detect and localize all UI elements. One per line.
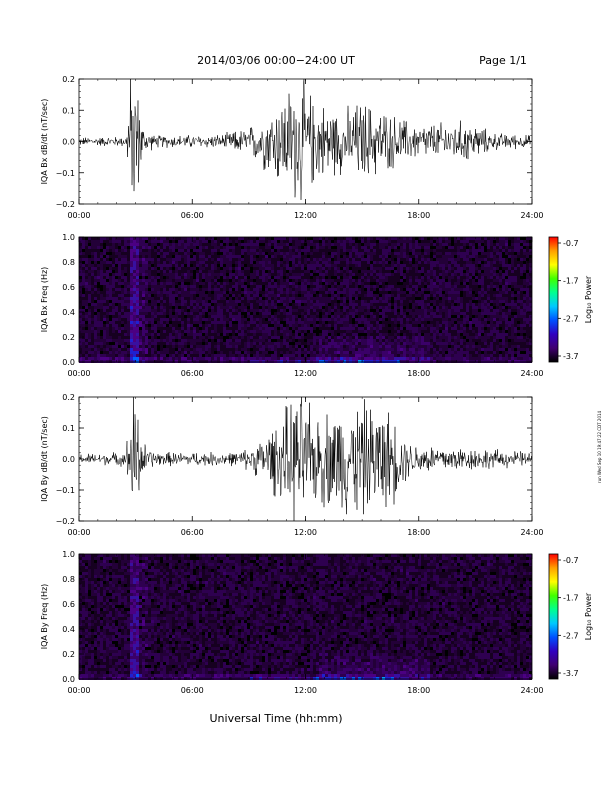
x-axis-label: Universal Time (hh:mm): [210, 712, 343, 725]
x-tick-label: 18:00: [407, 528, 430, 537]
x-tick-label: 12:00: [294, 369, 317, 378]
panels: 0.2 0.1 0.0 −0.1 −0.2 00:00 06:00 12:00 18:00 24:…: [40, 75, 593, 695]
x-tick-label: 06:00: [181, 528, 204, 537]
colorbar-tick-label: -1.7: [563, 277, 579, 286]
y-tick-label: 0.2: [62, 393, 75, 402]
x-tick-label: 18:00: [407, 211, 430, 220]
y-tick-label: 0.8: [62, 258, 75, 267]
x-tick-label: 00:00: [67, 528, 90, 537]
y-axis-label: IQA By dB/dt (nT/sec): [40, 416, 49, 502]
x-tick-label: 06:00: [181, 686, 204, 695]
trace-line: [78, 396, 533, 522]
figure-title: 2014/03/06 00:00−24:00 UT: [197, 54, 355, 67]
y-tick-label: 0.2: [62, 650, 75, 659]
x-tick-label: 06:00: [181, 369, 204, 378]
trace-line: [78, 78, 533, 200]
x-tick-label: 00:00: [67, 211, 90, 220]
panel-2: -0.7 -1.7 -2.7 -3.7 Log₁₀ Power 1.0 0.8 0.6 0.4 0…: [40, 233, 593, 378]
colorbar-tick-label: -1.7: [563, 594, 579, 603]
y-tick-label: 0.6: [62, 600, 75, 609]
x-tick-label: 24:00: [520, 369, 543, 378]
panel-1: 0.2 0.1 0.0 −0.1 −0.2 00:00 06:00 12:00 18:00 24:…: [40, 75, 544, 220]
y-tick-label: 1.0: [62, 550, 75, 559]
plot-frame: [78, 396, 533, 522]
trace-1: [78, 78, 533, 200]
spectrogram-2: [79, 237, 532, 363]
y-tick-label: 0.1: [62, 424, 75, 433]
x-tick-label: 18:00: [407, 686, 430, 695]
panel-4: -0.7 -1.7 -2.7 -3.7 Log₁₀ Power 1.0 0.8 0.6 0.4 0…: [40, 550, 593, 695]
colorbar-tick-label: -0.7: [563, 556, 579, 565]
y-axis-label: IQA Bx dB/dt (nT/sec): [40, 99, 49, 185]
x-tick-label: 24:00: [520, 686, 543, 695]
y-tick-label: −0.1: [56, 486, 75, 495]
y-tick-label: 0.8: [62, 575, 75, 584]
y-axis-label: IQA By Freq (Hz): [40, 584, 49, 650]
run-stamp: run Wed Sep 10 19:47:22 CDT 2014: [597, 410, 602, 483]
x-tick-label: 06:00: [181, 211, 204, 220]
y-tick-label: 0.0: [62, 358, 75, 367]
x-tick-label: 00:00: [67, 686, 90, 695]
colorbar-label: Log₁₀ Power: [584, 275, 593, 323]
y-tick-label: 0.4: [62, 625, 75, 634]
x-tick-label: 12:00: [294, 211, 317, 220]
colorbar-tick-label: -2.7: [563, 314, 579, 323]
y-tick-label: 0.0: [62, 455, 75, 464]
x-tick-label: 24:00: [520, 211, 543, 220]
colorbar-4: -0.7 -1.7 -2.7 -3.7 Log₁₀ Power: [548, 553, 593, 680]
y-tick-label: −0.2: [56, 517, 75, 526]
y-tick-label: 0.2: [62, 333, 75, 342]
y-axis-label: IQA Bx Freq (Hz): [40, 267, 49, 333]
x-tick-label: 12:00: [294, 528, 317, 537]
colorbar-tick-label: -2.7: [563, 631, 579, 640]
y-tick-label: 0.4: [62, 308, 75, 317]
colorbar-tick-label: -3.7: [563, 352, 579, 361]
x-tick-label: 12:00: [294, 686, 317, 695]
spectrogram-4: [79, 554, 532, 680]
colorbar-tick-label: -3.7: [563, 669, 579, 678]
trace-3: [78, 396, 533, 522]
y-tick-label: 0.6: [62, 283, 75, 292]
y-tick-label: 1.0: [62, 233, 75, 242]
panel-3: 0.2 0.1 0.0 −0.1 −0.2 00:00 06:00 12:00 18:00 24:…: [40, 393, 544, 537]
colorbar-2: -0.7 -1.7 -2.7 -3.7 Log₁₀ Power: [548, 236, 593, 363]
y-tick-label: −0.1: [56, 169, 75, 178]
x-tick-label: 00:00: [67, 369, 90, 378]
y-tick-label: −0.2: [56, 200, 75, 209]
colorbar-tick-label: -0.7: [563, 239, 579, 248]
y-tick-label: 0.0: [62, 675, 75, 684]
page-indicator: Page 1/1: [479, 54, 527, 67]
x-tick-label: 18:00: [407, 369, 430, 378]
colorbar-label: Log₁₀ Power: [584, 592, 593, 640]
y-tick-label: 0.0: [62, 138, 75, 147]
y-tick-label: 0.1: [62, 106, 75, 115]
y-tick-label: 0.2: [62, 75, 75, 84]
x-tick-label: 24:00: [520, 528, 543, 537]
